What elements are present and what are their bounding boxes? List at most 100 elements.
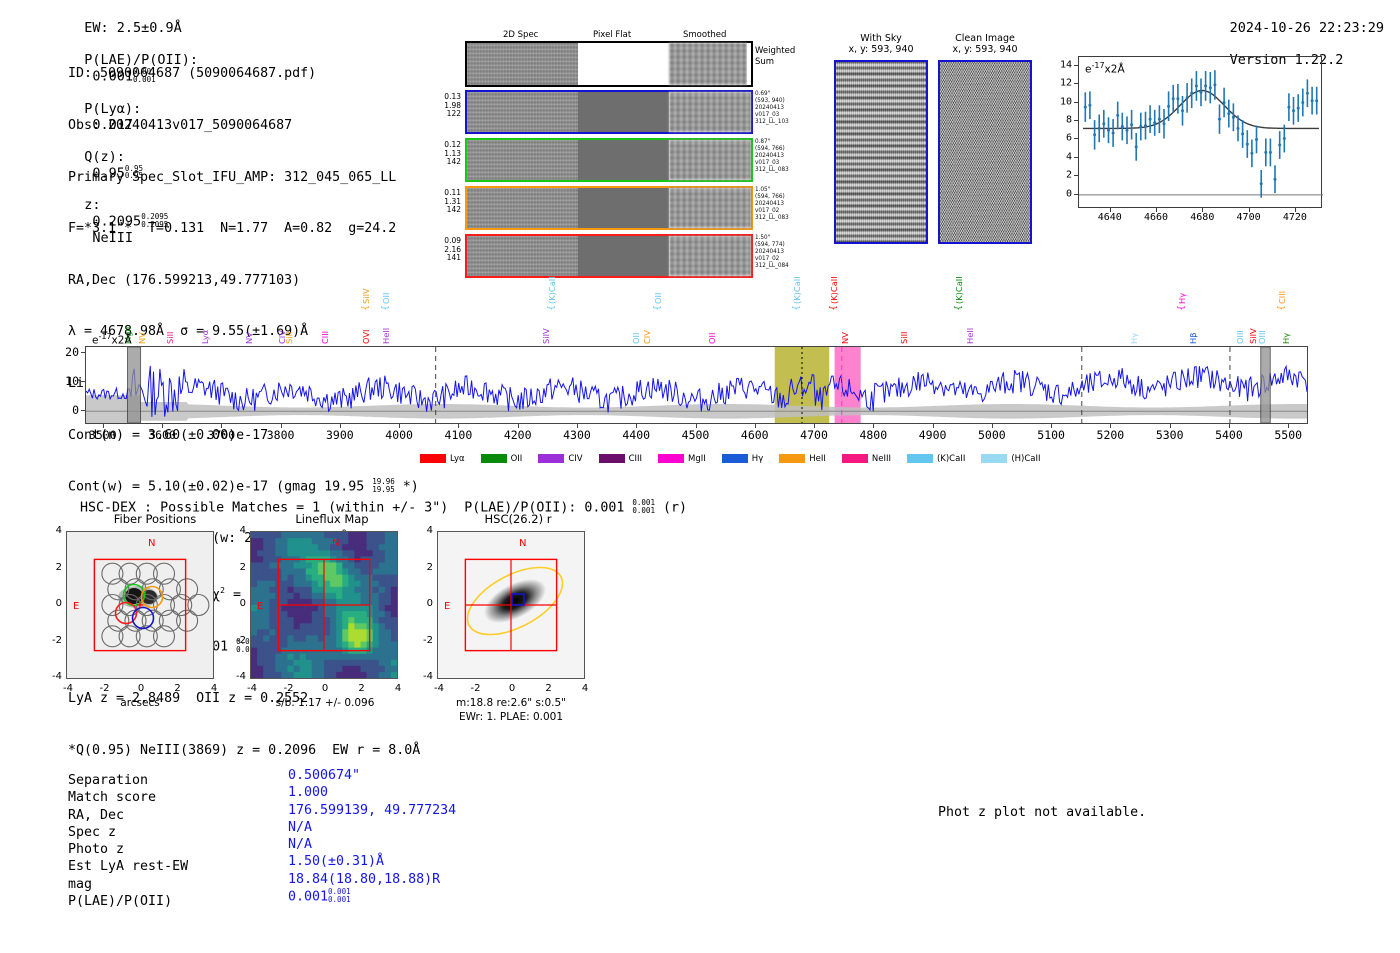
- panel-title-lineflux-map: Lineflux Map: [295, 512, 369, 526]
- match-table-key: RA, Dec: [68, 807, 125, 823]
- full-spectrum-xtick: 4200: [503, 428, 532, 442]
- line-profile-ytick: 12: [1059, 77, 1072, 89]
- full-spectrum-xtick: 5100: [1037, 428, 1065, 442]
- full-spectrum-xtick: 5200: [1096, 428, 1125, 442]
- legend-swatch: [841, 453, 868, 463]
- full-spectrum-xtick: 5000: [977, 428, 1006, 442]
- panel-xtick: 2: [174, 683, 181, 694]
- hsc-dex-headline: HSC-DEX : Possible Matches = 1 (within +…: [80, 498, 687, 516]
- panel-ytick: -2: [52, 634, 62, 646]
- legend-item: (H)CaII: [981, 453, 1041, 464]
- full-spectrum-xtick: 3600: [148, 428, 176, 442]
- fiber-positions-xlabel: arcsecs: [120, 697, 160, 709]
- header-z-label: z:: [84, 197, 101, 214]
- panel-xtick: -4: [247, 683, 257, 694]
- full-spectrum-xtick: 5300: [1155, 428, 1184, 442]
- emission-line-label: (K)CaII: [953, 276, 964, 304]
- panel-ytick: 2: [55, 561, 62, 573]
- panel-ytick: 0: [426, 598, 433, 609]
- emission-line-label: NV: [244, 332, 255, 344]
- emission-line-label: NV: [136, 332, 147, 344]
- match-table-value: 176.599139, 49.777234: [288, 802, 457, 818]
- hsc-r-caption2: EWr: 1. PLAE: 0.001: [458, 711, 564, 723]
- panel-ytick: -4: [423, 671, 433, 682]
- legend-item: CIV: [538, 453, 583, 464]
- hsc-r-caption: m:18.8 re:2.6" s:0.5": [456, 697, 566, 709]
- panel-ytick: -4: [52, 671, 62, 682]
- legend-item: OII: [480, 453, 522, 464]
- header-plae-label: P(LAE)/P(OII):: [84, 52, 199, 68]
- line-profile-xtick: 4680: [1190, 212, 1215, 223]
- match-table-value: 18.84(18.80,18.88)R: [288, 871, 441, 887]
- emission-line-label: (K)CaII: [547, 276, 558, 304]
- emission-line-brace: {: [953, 305, 964, 311]
- spec2d-title-pixelflat: Pixel Flat: [593, 30, 632, 40]
- full-spectrum-xtick: 4400: [622, 428, 651, 442]
- emission-line-label: SiII: [899, 331, 910, 344]
- spec2d-strip-3-values: 0.09 2.16 141: [444, 236, 461, 263]
- svg-text:N: N: [148, 538, 155, 549]
- info-continuum-wide: Cont(w) = 5.10(±0.02)e-17 (gmag 19.95 19…: [68, 477, 419, 495]
- line-profile-xtick: 4640: [1097, 212, 1122, 223]
- panel-title-hsc-r: HSC(26.2) r: [484, 512, 552, 526]
- match-table-values: 0.500674" 1.000 176.599139, 49.777234 N/A N/…: [288, 767, 456, 906]
- legend-swatch: [981, 453, 1008, 463]
- panel-title-fiber-positions: Fiber Positions: [113, 512, 197, 526]
- emission-line-label: NV: [839, 332, 850, 344]
- panel-ytick: 4: [55, 525, 62, 536]
- full-spectrum-xtick: 3900: [326, 428, 354, 442]
- full-spectrum-legend: Lyα OII CIV CIII MgII Hγ HeII NeIII (K)CaII (H)Ca…: [420, 448, 1057, 467]
- header-z-value: 0.2095: [92, 213, 142, 230]
- with-sky-cutout: [834, 60, 928, 244]
- panel-xtick: 4: [210, 683, 218, 694]
- spec2d-panel: 2D Spec Pixel Flat Smoothed Weighted Sum …: [425, 30, 795, 278]
- legend-swatch: [721, 453, 748, 463]
- header-datetime: 2024-10-26 22:23:29: [1229, 20, 1384, 36]
- spec2d-title-smoothed: Smoothed: [683, 30, 727, 40]
- emission-line-brace: {: [547, 305, 558, 311]
- emission-line-label: CIII: [320, 330, 331, 344]
- match-table-value: 1.000: [288, 785, 329, 801]
- svg-text:E: E: [73, 601, 79, 612]
- spec2d-title-2dspec: 2D Spec: [503, 30, 539, 40]
- full-spectrum-canvas: [86, 347, 1307, 423]
- line-profile-units: e-17x2Å: [1085, 61, 1125, 76]
- legend-swatch: [538, 453, 565, 463]
- match-table-key: Est LyA rest-EW: [68, 859, 189, 875]
- legend-item: MgII: [658, 453, 706, 464]
- legend-swatch: [658, 453, 685, 463]
- spec2d-strip-1-meta: 0.87" (594, 766) 20240413 v017_03 312_LL_0…: [755, 139, 789, 173]
- emission-line-brace: {: [1176, 305, 1187, 311]
- match-table-key: Photo z: [68, 842, 125, 858]
- line-profile-xtick: 4700: [1236, 212, 1261, 223]
- panel-xtick: 0: [321, 683, 329, 694]
- legend-swatch: [420, 453, 446, 463]
- emission-line-label: OIII: [1234, 330, 1245, 344]
- emission-line-label: OVI: [360, 329, 371, 344]
- match-table-value: 0.500674": [288, 768, 361, 783]
- panel-ytick: -4: [236, 671, 246, 682]
- panel-ytick: 0: [239, 598, 246, 609]
- full-spectrum-ytick: 20: [65, 344, 79, 359]
- emission-line-label: SiII: [284, 331, 295, 344]
- svg-text:N: N: [332, 538, 339, 549]
- emission-line-label: SiII: [165, 331, 176, 344]
- full-spectrum-xtick: 4000: [385, 428, 413, 442]
- panel-xtick: 0: [508, 683, 516, 694]
- spec2d-strip-2-meta: 1.05" (594, 766) 20240413 v017_02 312_LL_0…: [755, 187, 789, 221]
- legend-item: (K)CaII: [906, 453, 965, 464]
- line-profile-ytick: 4: [1065, 151, 1072, 163]
- emission-line-label: HeII: [380, 327, 391, 344]
- emission-line-label: SiIV: [541, 328, 552, 344]
- emission-line-label: CIV: [641, 330, 652, 344]
- legend-swatch: [598, 453, 625, 463]
- line-profile-xtick: 4720: [1282, 212, 1307, 223]
- emission-line-label: CIII: [1277, 290, 1288, 304]
- full-spectrum-xtick: 4900: [918, 428, 947, 442]
- full-spectrum-xtick: 5500: [1274, 428, 1303, 442]
- panel-ytick: 2: [239, 561, 246, 573]
- legend-item: Lyα: [420, 453, 465, 464]
